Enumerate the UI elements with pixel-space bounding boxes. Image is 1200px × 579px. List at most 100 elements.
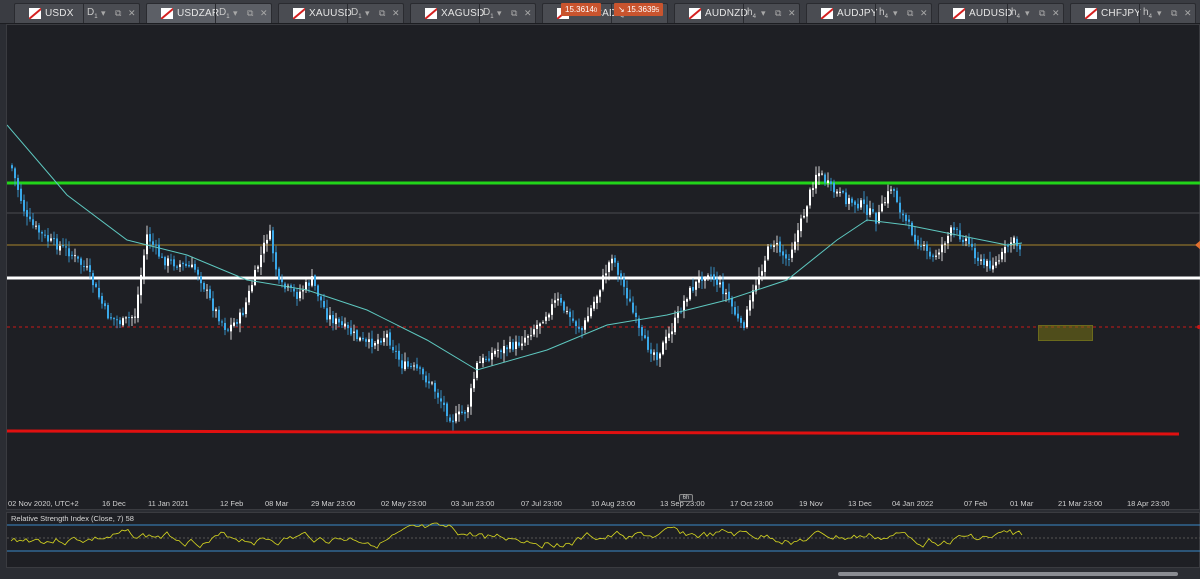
- detach-icon[interactable]: ⧉: [511, 8, 518, 18]
- candle-body: [164, 257, 166, 266]
- tab-timeframe[interactable]: h4: [747, 7, 756, 20]
- tab-usdzar[interactable]: USDZAR D1 ▾ ⧉ ✕: [146, 3, 272, 23]
- candle-body: [464, 412, 466, 414]
- candle-body: [854, 201, 856, 205]
- tab-timeframe[interactable]: h4: [879, 7, 888, 20]
- tab-chfjpy[interactable]: CHFJPY h4 ▾ ⧉ ✕: [1070, 3, 1196, 23]
- tab-symbol: CHFJPY: [1101, 8, 1142, 19]
- arrow-icon: ↘: [618, 5, 625, 14]
- chart-canvas[interactable]: [7, 25, 1200, 511]
- ask-price-tag[interactable]: ↘ 15.36395: [614, 3, 664, 16]
- timeframe-letter: h: [747, 7, 753, 18]
- candle-body: [104, 303, 106, 307]
- rsi-title: Relative Strength Index (Close, 7) 58: [11, 514, 134, 523]
- candle-body: [65, 246, 67, 248]
- close-icon[interactable]: ✕: [524, 8, 532, 18]
- candle-body: [893, 189, 895, 191]
- close-icon[interactable]: ✕: [920, 8, 928, 18]
- bid-price-tag[interactable]: 15.36140: [561, 3, 602, 16]
- tab-xagusd[interactable]: XAGUSD D1 ▾ ⧉ ✕: [410, 3, 536, 23]
- candle-body: [983, 258, 985, 266]
- tab-audusd[interactable]: AUDUSD h4 ▾ ⧉ ✕: [938, 3, 1064, 23]
- instrument-flag-icon: [29, 8, 41, 19]
- candle-body: [326, 308, 328, 320]
- candle-body: [644, 335, 646, 339]
- detach-icon[interactable]: ⧉: [775, 8, 782, 18]
- tab-timeframe[interactable]: h4: [1011, 7, 1020, 20]
- dropdown-icon[interactable]: ▾: [761, 8, 766, 18]
- detach-icon[interactable]: ⧉: [379, 8, 386, 18]
- scrollbar-thumb[interactable]: [838, 572, 1178, 576]
- time-axis-center-marker[interactable]: 6h: [679, 494, 693, 502]
- candle-body: [365, 339, 367, 342]
- candle-body: [530, 335, 532, 337]
- candle-body: [434, 382, 436, 392]
- close-icon[interactable]: ✕: [788, 8, 796, 18]
- tab-timeframe[interactable]: h4: [1143, 7, 1152, 20]
- dropdown-icon[interactable]: ▾: [365, 8, 370, 18]
- candle-body: [734, 307, 736, 315]
- horizontal-scrollbar[interactable]: [0, 568, 1200, 579]
- detach-icon[interactable]: ⧉: [907, 8, 914, 18]
- candle-body: [602, 275, 604, 290]
- close-icon[interactable]: ✕: [392, 8, 400, 18]
- time-axis[interactable]: 02 Nov 2020, UTC+2 16 Dec 11 Jan 2021 12 Fe…: [6, 497, 1200, 511]
- dropdown-icon[interactable]: ▾: [893, 8, 898, 18]
- close-icon[interactable]: ✕: [1052, 8, 1060, 18]
- tab-divider: [479, 4, 480, 23]
- candle-body: [1007, 245, 1009, 247]
- tab-timeframe[interactable]: D1: [219, 7, 230, 20]
- candle-body: [779, 241, 781, 253]
- detach-icon[interactable]: ⧉: [247, 8, 254, 18]
- dropdown-icon[interactable]: ▾: [1025, 8, 1030, 18]
- highlight-rectangle[interactable]: [1038, 325, 1093, 341]
- candle-body: [992, 265, 994, 270]
- dropdown-icon[interactable]: ▾: [497, 8, 502, 18]
- candle-body: [812, 188, 814, 190]
- candle-body: [719, 282, 721, 285]
- close-icon[interactable]: ✕: [260, 8, 268, 18]
- candle-body: [353, 331, 355, 333]
- tab-timeframe[interactable]: D1: [483, 7, 494, 20]
- candle-body: [485, 358, 487, 360]
- candle-body: [581, 327, 583, 331]
- dropdown-icon[interactable]: ▾: [1157, 8, 1162, 18]
- candle-body: [386, 333, 388, 338]
- tab-timeframe[interactable]: D1: [351, 7, 362, 20]
- tab-xauusd[interactable]: XAUUSD D1 ▾ ⧉ ✕: [278, 3, 404, 23]
- tab-divider: [1007, 4, 1008, 23]
- candle-body: [740, 317, 742, 323]
- candle-body: [962, 239, 964, 243]
- close-icon[interactable]: ✕: [1184, 8, 1192, 18]
- candle-body: [617, 262, 619, 275]
- candle-body: [266, 239, 268, 244]
- candle-body: [653, 352, 655, 355]
- candle-body: [74, 255, 76, 257]
- rsi-pane[interactable]: Relative Strength Index (Close, 7) 58: [6, 512, 1200, 568]
- tab-usdx[interactable]: USDX D1 ▾ ⧉ ✕: [14, 3, 140, 23]
- dropdown-icon[interactable]: ▾: [233, 8, 238, 18]
- detach-icon[interactable]: ⧉: [115, 8, 122, 18]
- tab-divider: [215, 4, 216, 23]
- candle-body: [323, 301, 325, 308]
- price-chart[interactable]: [6, 24, 1200, 510]
- candle-body: [569, 311, 571, 318]
- candle-body: [857, 203, 859, 209]
- tab-timeframe[interactable]: D1: [87, 7, 98, 20]
- candle-body: [869, 208, 871, 215]
- candle-body: [995, 261, 997, 266]
- tab-audnzd[interactable]: AUDNZD h4 ▾ ⧉ ✕: [674, 3, 800, 23]
- dropdown-icon[interactable]: ▾: [101, 8, 106, 18]
- tab-symbol: XAUUSD: [309, 8, 352, 19]
- candle-body: [590, 308, 592, 317]
- candle-body: [647, 336, 649, 350]
- detach-icon[interactable]: ⧉: [1171, 8, 1178, 18]
- tab-audjpy[interactable]: AUDJPY h4 ▾ ⧉ ✕: [806, 3, 932, 23]
- detach-icon[interactable]: ⧉: [1039, 8, 1046, 18]
- candle-body: [656, 352, 658, 360]
- close-icon[interactable]: ✕: [128, 8, 136, 18]
- candle-body: [461, 411, 463, 414]
- candle-body: [929, 251, 931, 257]
- candle-body: [80, 258, 82, 265]
- tab-divider: [611, 4, 612, 23]
